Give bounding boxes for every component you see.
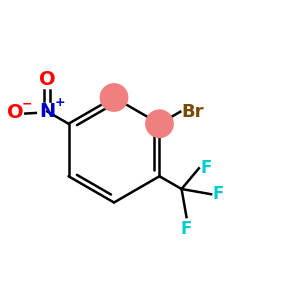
Circle shape xyxy=(100,83,128,112)
Text: Br: Br xyxy=(182,103,204,121)
Text: F: F xyxy=(200,159,212,177)
Text: N: N xyxy=(39,102,56,121)
Text: F: F xyxy=(213,185,224,203)
Text: O: O xyxy=(39,70,56,89)
Text: O: O xyxy=(8,103,24,122)
Text: −: − xyxy=(22,98,32,110)
Text: F: F xyxy=(181,220,192,238)
Text: +: + xyxy=(55,96,65,109)
Circle shape xyxy=(145,109,174,138)
